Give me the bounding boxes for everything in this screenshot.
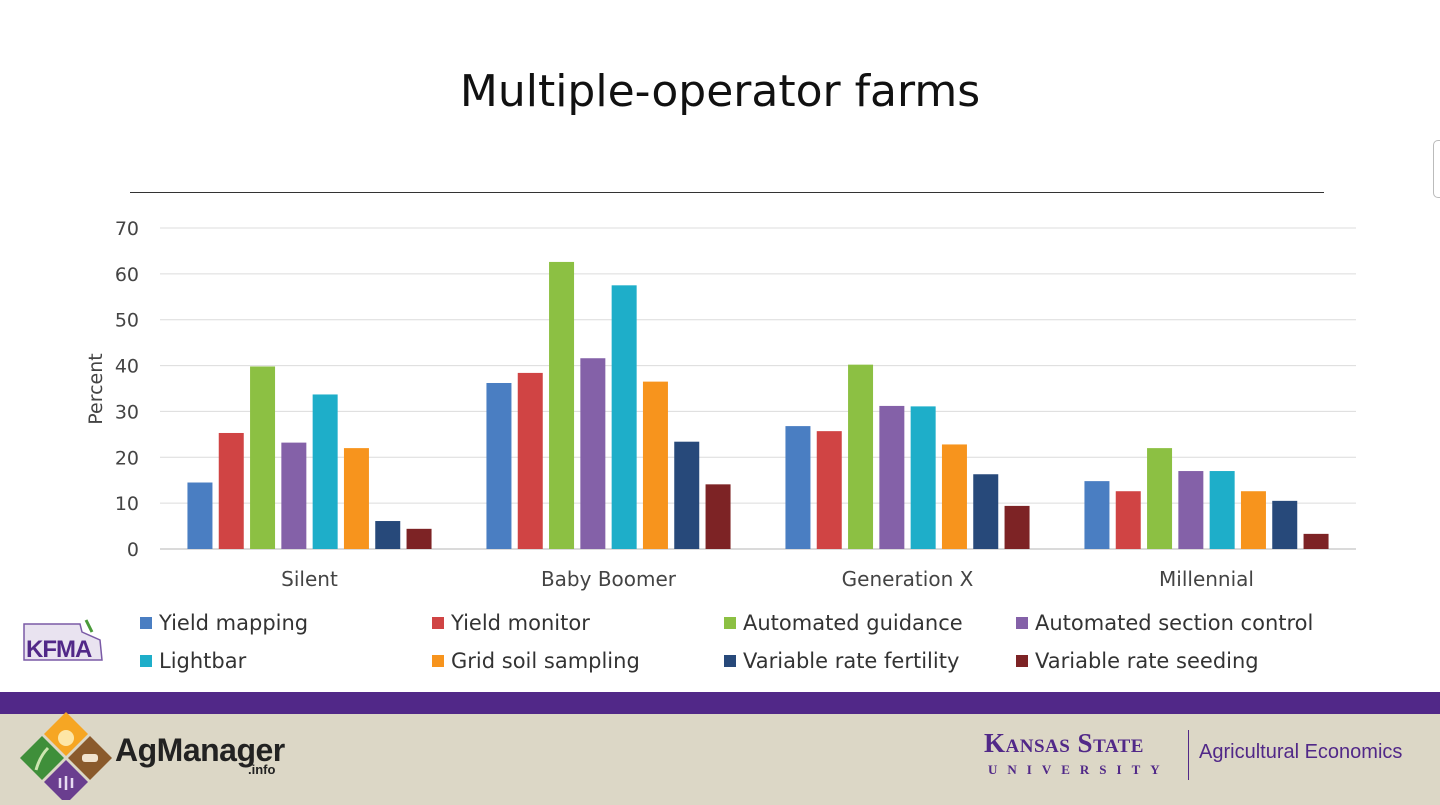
ksu-logo-divider [1188, 730, 1189, 780]
ksu-logo-text: Kansas State [984, 728, 1144, 758]
bar [517, 372, 543, 549]
bar [674, 441, 700, 549]
y-tick-label: 0 [127, 539, 139, 561]
legend-item: Yield monitor [432, 610, 590, 636]
x-tick-labels: Silent Baby Boomer Generation X Millennial [281, 567, 1254, 591]
legend-item: Automated guidance [724, 610, 963, 636]
legend-item: Lightbar [140, 648, 246, 674]
y-tick-label: 40 [115, 356, 139, 378]
bar [705, 484, 731, 549]
legend-item: Variable rate seeding [1016, 648, 1259, 674]
agmanager-logo-text: AgManager [115, 732, 285, 768]
bars [187, 261, 1329, 549]
y-tick-label: 20 [115, 447, 139, 469]
bar [281, 442, 307, 549]
bar [1209, 471, 1235, 549]
bar [312, 394, 338, 549]
bar [1303, 533, 1329, 549]
legend-label: Automated section control [1035, 611, 1314, 635]
legend-swatch [1016, 617, 1028, 629]
legend-swatch [432, 655, 444, 667]
x-tick-label: Baby Boomer [541, 567, 677, 591]
bar [187, 482, 213, 549]
bar [406, 528, 432, 549]
gridlines [160, 227, 1356, 550]
bar [848, 364, 874, 549]
x-tick-label: Silent [281, 567, 338, 591]
bar [1147, 448, 1173, 549]
legend-label: Grid soil sampling [451, 649, 640, 673]
bar-chart: 0 10 20 30 40 50 60 70 Silent Baby Boomer Generat… [85, 218, 1356, 591]
agmanager-logo-suffix: .info [248, 762, 276, 777]
bar [1115, 491, 1141, 549]
bar [816, 431, 842, 549]
legend-swatch [140, 617, 152, 629]
footer: AgManager .info Kansas State UNIVERSITY … [0, 692, 1440, 805]
bar [549, 261, 575, 549]
legend-item: Yield mapping [140, 610, 308, 636]
bar [1084, 481, 1110, 549]
title-rule [130, 192, 1324, 193]
y-tick-label: 50 [115, 310, 139, 332]
bar [250, 366, 276, 549]
y-tick-label: 60 [115, 264, 139, 286]
department-label: Agricultural Economics [1199, 741, 1403, 763]
bar [1004, 505, 1030, 549]
bar [218, 432, 244, 549]
legend-item: Automated section control [1016, 610, 1313, 636]
legend-label: Automated guidance [743, 611, 963, 635]
kfma-logo-text: KFMA [26, 636, 92, 663]
bar [1240, 491, 1266, 549]
bar [785, 426, 811, 549]
legend-swatch [1016, 655, 1028, 667]
legend-swatch [432, 617, 444, 629]
legend-swatch [724, 617, 736, 629]
x-tick-label: Millennial [1159, 567, 1254, 591]
bar [941, 444, 967, 549]
agmanager-diamond-icon [18, 708, 114, 805]
bar [910, 406, 936, 549]
kfma-logo: KFMA [20, 618, 104, 669]
x-tick-label: Generation X [842, 567, 974, 591]
legend-label: Lightbar [159, 649, 247, 673]
bar [1272, 500, 1298, 549]
footer-purple-band [0, 692, 1440, 714]
bar [611, 285, 637, 549]
bar [879, 405, 905, 549]
bar [343, 448, 369, 549]
bar [642, 381, 668, 549]
bar [580, 358, 606, 549]
y-axis-label: Percent [85, 353, 107, 425]
side-scroll-tab[interactable] [1433, 140, 1440, 198]
bar [1178, 471, 1204, 549]
y-tick-label: 10 [115, 493, 139, 515]
bar [973, 474, 999, 549]
bar [486, 382, 512, 549]
legend-item: Variable rate fertility [724, 648, 959, 674]
legend-label: Variable rate fertility [743, 649, 960, 673]
bar [375, 521, 401, 549]
chart-title: Multiple-operator farms [459, 66, 981, 117]
legend-label: Yield mapping [159, 611, 309, 635]
legend-swatch [140, 655, 152, 667]
legend-swatch [724, 655, 736, 667]
legend-label: Variable rate seeding [1035, 649, 1259, 673]
y-tick-labels: 0 10 20 30 40 50 60 70 [115, 218, 139, 561]
legend-item: Grid soil sampling [432, 648, 640, 674]
y-tick-label: 70 [115, 218, 139, 240]
legend-label: Yield monitor [451, 611, 590, 635]
ksu-logo-subtext: UNIVERSITY [988, 762, 1170, 777]
y-tick-label: 30 [115, 401, 139, 423]
